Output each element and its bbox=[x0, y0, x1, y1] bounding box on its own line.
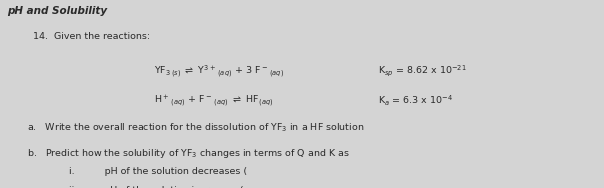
Text: YF$_3$$_{\,(s)}$ $\rightleftharpoons$ Y$^{3+}$$_{\,(aq)}$ + 3 F$^-$$_{\,(aq)}$: YF$_3$$_{\,(s)}$ $\rightleftharpoons$ Y$… bbox=[154, 63, 284, 79]
Text: K$_a$ = 6.3 x 10$^{-4}$: K$_a$ = 6.3 x 10$^{-4}$ bbox=[378, 94, 452, 108]
Text: b.   Predict how the solubility of YF$_3$ changes in terms of Q and K as: b. Predict how the solubility of YF$_3$ … bbox=[27, 147, 350, 160]
Text: pH and Solubility: pH and Solubility bbox=[7, 6, 108, 16]
Text: a.   Write the overall reaction for the dissolution of YF$_3$ in a HF solution: a. Write the overall reaction for the di… bbox=[27, 121, 365, 134]
Text: i.          pH of the solution decreases (: i. pH of the solution decreases ( bbox=[69, 167, 248, 176]
Text: K$_{sp}$ = 8.62 x 10$^{-21}$: K$_{sp}$ = 8.62 x 10$^{-21}$ bbox=[378, 63, 466, 78]
Text: H$^+$$_{\,(aq)}$ + F$^-$$_{\,(aq)}$ $\rightleftharpoons$ HF$_{\,(aq)}$: H$^+$$_{\,(aq)}$ + F$^-$$_{\,(aq)}$ $\ri… bbox=[154, 94, 274, 109]
Text: 14.  Given the reactions:: 14. Given the reactions: bbox=[33, 32, 150, 41]
Text: ii.         pH of the solution increases (: ii. pH of the solution increases ( bbox=[69, 186, 244, 188]
